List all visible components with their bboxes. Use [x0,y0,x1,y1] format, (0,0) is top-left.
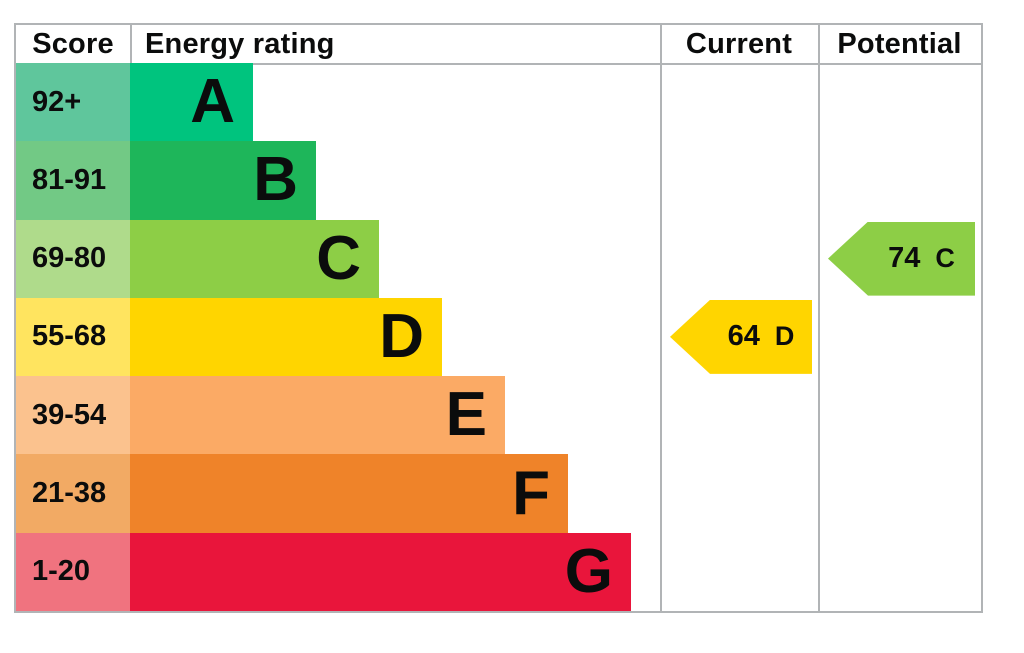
rating-band-letter: E [445,380,487,450]
band-row-e: 39-54 E [16,376,981,455]
current-score-value: 64 [727,320,760,353]
rating-band-letter: A [190,67,235,137]
table-header: Score Energy rating Current Potential [16,25,981,63]
current-rating-letter: D [774,321,795,352]
potential-column-divider-line [818,25,820,611]
rating-band-letter: B [253,145,298,215]
rating-band-letter: D [379,301,424,371]
rating-band-letter: F [512,458,550,528]
band-row-b: 81-91 B [16,141,981,220]
rating-bar-b: B [130,141,316,220]
epc-rating-chart: Score Energy rating Current Potential 92… [14,23,983,613]
band-row-g: 1-20 G [16,532,981,611]
band-row-a: 92+ A [16,63,981,142]
rating-bar-f: F [130,454,568,533]
current-column-divider-line [660,25,662,611]
rating-band-letter: C [316,223,361,293]
rating-bar-c: C [130,219,379,298]
band-row-f: 21-38 F [16,454,981,533]
potential-score-value: 74 [888,242,921,275]
rating-bar-e: E [130,376,505,455]
header-energy-rating: Energy rating [145,27,335,60]
score-range-cell: 69-80 [16,219,130,298]
score-range-cell: 55-68 [16,297,130,377]
rating-bands: 92+ A 81-91 B 69-80 C 55-68 D 39-54 E 21-38 F 1-20 G [16,63,981,611]
score-range-cell: 81-91 [16,141,130,220]
band-row-d: 55-68 D [16,297,981,377]
score-range-cell: 1-20 [16,532,130,611]
band-row-c: 69-80 C [16,219,981,298]
header-score: Score [32,27,114,60]
score-column-divider-line [130,25,132,63]
rating-bar-d: D [130,297,442,377]
header-potential: Potential [837,27,962,60]
potential-rating-letter: C [935,243,955,274]
header-divider-line [16,63,981,65]
rating-band-letter: G [564,536,613,606]
score-range-cell: 21-38 [16,454,130,533]
score-range-cell: 39-54 [16,376,130,455]
score-range-cell: 92+ [16,63,130,142]
rating-bar-g: G [130,532,631,611]
header-current: Current [685,27,793,60]
rating-bar-a: A [130,63,253,142]
